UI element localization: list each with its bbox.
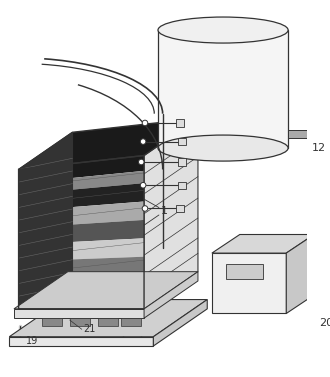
Polygon shape <box>18 257 144 278</box>
Polygon shape <box>98 318 118 326</box>
Ellipse shape <box>158 135 288 161</box>
Polygon shape <box>288 130 309 138</box>
Bar <box>178 158 186 166</box>
Polygon shape <box>153 300 207 346</box>
Bar <box>178 182 186 189</box>
Polygon shape <box>42 318 62 326</box>
Polygon shape <box>18 220 144 245</box>
Polygon shape <box>18 275 144 292</box>
Text: 19: 19 <box>26 336 38 346</box>
Polygon shape <box>18 238 144 262</box>
Circle shape <box>139 159 144 165</box>
Text: 20: 20 <box>319 318 330 328</box>
Polygon shape <box>286 234 314 314</box>
Text: 1: 1 <box>161 206 168 216</box>
Polygon shape <box>9 337 153 346</box>
Bar <box>176 205 184 212</box>
Bar <box>176 119 184 127</box>
Polygon shape <box>14 309 144 318</box>
Polygon shape <box>212 253 286 314</box>
Polygon shape <box>18 155 144 183</box>
Circle shape <box>140 139 146 144</box>
Polygon shape <box>121 318 141 326</box>
Polygon shape <box>14 272 198 309</box>
Polygon shape <box>144 272 198 318</box>
Bar <box>158 30 288 148</box>
Text: 21: 21 <box>83 324 96 334</box>
Polygon shape <box>18 183 144 211</box>
Polygon shape <box>18 202 144 228</box>
Polygon shape <box>18 118 198 169</box>
Polygon shape <box>18 290 144 309</box>
Polygon shape <box>212 234 314 253</box>
Circle shape <box>142 206 148 211</box>
Polygon shape <box>226 264 263 279</box>
Polygon shape <box>144 118 198 309</box>
Text: 12: 12 <box>311 143 325 153</box>
Polygon shape <box>9 300 207 337</box>
Ellipse shape <box>158 17 288 43</box>
Circle shape <box>140 182 146 188</box>
Polygon shape <box>18 171 144 195</box>
Polygon shape <box>18 132 73 309</box>
Circle shape <box>142 120 148 126</box>
Bar <box>178 138 186 145</box>
Polygon shape <box>70 318 90 326</box>
